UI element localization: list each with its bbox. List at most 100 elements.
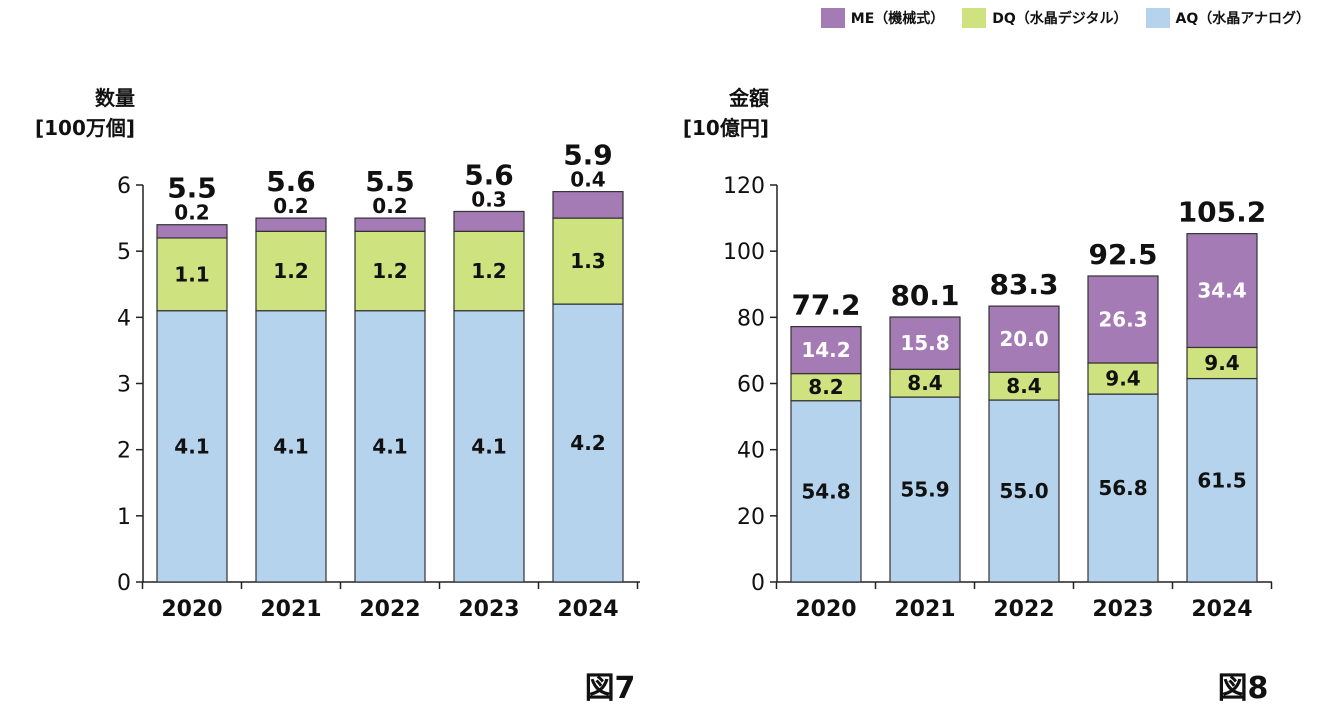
chart1-label-aq: 4.2: [570, 431, 605, 455]
chart1-label-aq: 4.1: [471, 434, 506, 458]
chart2-label-me: 34.4: [1197, 279, 1246, 303]
chart1-ylabel-line: [100万個]: [35, 116, 135, 140]
chart1-bar-dq: [156, 237, 228, 312]
legend-label-me: ME（機械式）: [850, 11, 945, 27]
chart1-total-label: 5.5: [365, 165, 415, 198]
chart2-label-me: 20.0: [999, 327, 1048, 351]
chart2-y-tick-label: 80: [737, 306, 765, 331]
chart1-y-tick-label: 6: [117, 174, 131, 199]
chart2-y-tick-label: 100: [723, 240, 765, 265]
chart2-x-tick-label: 2021: [894, 597, 955, 622]
chart1-y-tick-label: 3: [117, 373, 131, 398]
chart2-bar-me: [1087, 275, 1159, 364]
chart1-label-me: 0.2: [372, 194, 407, 218]
chart1-label-dq: 1.3: [570, 249, 605, 273]
chart1-x-tick-label: 2024: [557, 597, 618, 622]
legend-swatch-me: [820, 8, 845, 28]
chart2-bar-aq: [1186, 377, 1258, 583]
chart1-total-label: 5.9: [563, 139, 613, 172]
chart2-bar-dq: [790, 372, 862, 402]
legend-swatch-dq: [962, 8, 987, 28]
chart2-label-me: 14.2: [801, 338, 850, 362]
chart1-total-label: 5.5: [167, 172, 217, 205]
chart2-bar-me: [790, 325, 862, 375]
chart2-y-tick-label: 60: [737, 373, 765, 398]
chart2-bar-aq: [1087, 393, 1159, 583]
chart2-x-tick-label: 2022: [993, 597, 1054, 622]
chart2-y-tick-label: 0: [751, 571, 765, 596]
chart2-ylabel-line: 金額: [728, 86, 769, 110]
chart2-x-tick-label: 2023: [1092, 597, 1153, 622]
chart1-bar-me: [255, 217, 327, 232]
chart1-bar-aq: [354, 310, 426, 583]
chart2-label-me: 15.8: [900, 331, 949, 355]
chart2-bar-me: [988, 305, 1060, 373]
chart2-bar-me: [889, 316, 961, 370]
chart1-y-tick-label: 5: [117, 240, 131, 265]
chart1-label-me: 0.2: [174, 201, 209, 225]
chart2-total-label: 105.2: [1178, 196, 1267, 229]
chart2-bar-aq: [889, 396, 961, 583]
chart2-label-dq: 8.2: [808, 375, 843, 399]
chart2-label-dq: 9.4: [1105, 367, 1140, 391]
legend-item-me: ME（機械式）: [820, 8, 945, 28]
chart2-total-label: 83.3: [989, 268, 1058, 301]
chart2-y-tick-label: 40: [737, 439, 765, 464]
chart1-figure-label: 図7: [585, 671, 636, 706]
chart2-bar-aq: [790, 400, 862, 583]
legend-item-aq: AQ（水晶アナログ）: [1145, 8, 1310, 28]
chart1-ylabel-line: 数量: [95, 86, 135, 110]
legend: ME（機械式） DQ（水晶デジタル） AQ（水晶アナログ）: [820, 8, 1310, 28]
chart1-label-dq: 1.2: [273, 259, 308, 283]
chart1-bar-me: [552, 191, 624, 219]
chart1-bar-aq: [255, 310, 327, 583]
chart1-label-me: 0.2: [273, 194, 308, 218]
chart2-label-aq: 55.9: [900, 478, 949, 502]
chart2-bar-me: [1186, 233, 1258, 349]
chart1-total-label: 5.6: [464, 158, 514, 191]
chart2-figure-label: 図8: [1218, 671, 1269, 706]
chart1-bar-dq: [552, 217, 624, 305]
chart1-label-dq: 1.1: [174, 262, 209, 286]
chart1-bar-dq: [354, 230, 426, 312]
chart1-x-tick-label: 2020: [161, 597, 222, 622]
chart1-y-tick-label: 4: [117, 306, 131, 331]
chart2-label-aq: 56.8: [1098, 476, 1147, 500]
legend-label-dq: DQ（水晶デジタル）: [992, 11, 1128, 27]
chart1-label-dq: 1.2: [471, 259, 506, 283]
chart2-total-label: 80.1: [890, 279, 959, 312]
chart2-label-aq: 55.0: [999, 479, 1048, 503]
chart2-bar-dq: [1087, 362, 1159, 395]
chart1-bar-me: [156, 224, 228, 239]
chart1-y-tick-label: 1: [117, 505, 131, 530]
chart2-label-aq: 54.8: [801, 479, 850, 503]
chart2-label-aq: 61.5: [1197, 468, 1246, 492]
legend-item-dq: DQ（水晶デジタル）: [962, 8, 1128, 28]
chart1-bar-aq: [453, 310, 525, 583]
chart1-label-me: 0.4: [570, 168, 605, 192]
chart1-y-tick-label: 0: [117, 571, 131, 596]
chart2-bar-aq: [988, 399, 1060, 583]
chart1-bar-me: [453, 210, 525, 232]
chart2-x-tick-label: 2024: [1191, 597, 1252, 622]
chart2-total-label: 92.5: [1088, 238, 1157, 271]
chart1-label-aq: 4.1: [174, 434, 209, 458]
chart2-total-label: 77.2: [791, 289, 860, 322]
chart1-total-label: 5.6: [266, 165, 316, 198]
chart2-label-dq: 8.4: [1006, 374, 1041, 398]
chart2-ylabel-line: [10億円]: [683, 116, 769, 140]
chart1-label-dq: 1.2: [372, 259, 407, 283]
chart1-label-me: 0.3: [471, 187, 506, 211]
chart2-y-tick-label: 20: [737, 505, 765, 530]
chart1-label-aq: 4.1: [372, 434, 407, 458]
chart1-label-aq: 4.1: [273, 434, 308, 458]
chart1-x-tick-label: 2021: [260, 597, 321, 622]
chart1-x-tick-label: 2022: [359, 597, 420, 622]
chart2-label-me: 26.3: [1098, 307, 1147, 331]
chart2-label-dq: 8.4: [907, 371, 942, 395]
chart1-y-tick-label: 2: [117, 439, 131, 464]
chart2-y-tick-label: 120: [723, 174, 765, 199]
chart1-bar-me: [354, 217, 426, 232]
chart2-x-tick-label: 2020: [795, 597, 856, 622]
